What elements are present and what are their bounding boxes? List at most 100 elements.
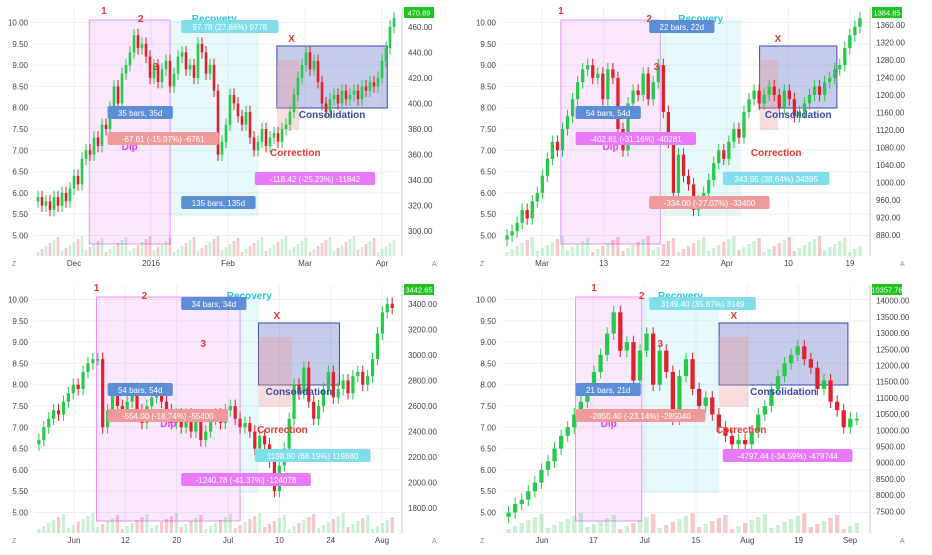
volume-bar xyxy=(287,529,291,533)
measure-box xyxy=(254,172,376,185)
candle-body xyxy=(843,48,847,66)
volume-bar xyxy=(707,251,711,256)
right-tick-label: 880.00 xyxy=(876,231,901,240)
volume-bar xyxy=(260,237,264,256)
auto-scale-icon[interactable]: A xyxy=(900,261,905,268)
candle-body xyxy=(637,350,643,381)
measure-box xyxy=(254,449,371,462)
zoom-icon[interactable]: Z xyxy=(480,261,485,268)
measure-box xyxy=(107,409,228,422)
candle-body xyxy=(782,90,786,108)
candle-body xyxy=(244,111,248,125)
candle-body xyxy=(848,35,852,49)
correction-label: Correction xyxy=(270,148,321,159)
volume-bar xyxy=(575,244,580,256)
volume-bar xyxy=(76,239,80,256)
candle-body xyxy=(48,201,52,210)
candle-body xyxy=(228,94,232,125)
candle-body xyxy=(515,222,519,232)
candle-body xyxy=(272,133,276,138)
volume-bar xyxy=(380,249,384,256)
candle-body xyxy=(710,397,715,415)
volume-bar xyxy=(248,519,252,533)
volume-bar xyxy=(264,251,268,256)
volume-bar xyxy=(690,513,695,533)
volume-bar xyxy=(631,245,635,256)
volume-bar xyxy=(36,252,40,256)
volume-bar xyxy=(591,252,595,256)
recovery-region xyxy=(240,297,259,493)
right-tick-label: 10500.00 xyxy=(876,410,910,419)
volume-bar xyxy=(565,519,570,533)
candle-body xyxy=(787,90,791,100)
measure-box xyxy=(722,172,830,185)
left-tick-label: 7.00 xyxy=(480,423,496,432)
auto-scale-icon[interactable]: A xyxy=(432,261,437,268)
candle-body xyxy=(196,43,200,78)
candle-body xyxy=(71,384,75,394)
volume-bar xyxy=(268,248,272,256)
volume-bar xyxy=(696,240,701,256)
recovery-label: Recovery xyxy=(678,14,723,25)
candle-body xyxy=(384,48,388,61)
left-tick-label: 8.00 xyxy=(480,104,496,113)
candle-body xyxy=(292,384,296,419)
volume-bar xyxy=(651,250,655,256)
right-tick-label: 1280.00 xyxy=(876,56,905,65)
volume-bar xyxy=(115,515,120,533)
volume-bar xyxy=(44,246,48,256)
volume-bar xyxy=(841,529,846,533)
volume-bar xyxy=(769,528,774,533)
candle-body xyxy=(611,312,616,334)
volume-bar xyxy=(525,240,529,256)
volume-bar xyxy=(209,526,213,533)
candle-body xyxy=(307,367,311,402)
right-tick-label: 920.00 xyxy=(876,214,901,223)
volume-bar xyxy=(66,528,70,533)
right-tick-label: 10000.00 xyxy=(876,426,910,435)
volume-bar xyxy=(189,521,193,533)
volume-bar xyxy=(125,526,129,533)
candle-body xyxy=(76,384,80,389)
candle-body xyxy=(762,94,766,104)
right-tick-label: 300.00 xyxy=(408,227,433,236)
volume-bar xyxy=(252,243,256,256)
candle-body xyxy=(260,129,264,142)
candle-body xyxy=(559,435,564,449)
right-tick-label: 1200.00 xyxy=(876,91,905,100)
wave-label: 1 xyxy=(94,283,100,294)
zoom-icon[interactable]: Z xyxy=(12,261,17,268)
x-tick-label: 19 xyxy=(846,259,855,268)
candle-body xyxy=(572,414,577,428)
volume-bar xyxy=(204,245,208,256)
zoom-icon[interactable]: Z xyxy=(12,538,17,545)
auto-scale-icon[interactable]: A xyxy=(900,538,905,545)
candle-body xyxy=(328,99,332,112)
candle-body xyxy=(276,133,280,142)
candle-body xyxy=(92,137,96,155)
volume-bar xyxy=(752,241,756,256)
candle-body xyxy=(140,43,144,49)
candle-body xyxy=(297,384,301,394)
volume-bar xyxy=(292,526,296,533)
candle-body xyxy=(208,65,212,74)
auto-scale-icon[interactable]: A xyxy=(432,538,437,545)
candle-body xyxy=(356,90,360,100)
recovery-label: Recovery xyxy=(192,14,237,25)
volume-bar xyxy=(88,247,92,256)
volume-bar xyxy=(530,237,534,256)
candle-body xyxy=(308,52,312,70)
x-tick-label: Sep xyxy=(843,536,858,545)
candle-body xyxy=(61,401,66,415)
candle-body xyxy=(243,423,247,428)
candle-body xyxy=(47,418,51,428)
candle-body xyxy=(848,418,853,428)
wave-label: X xyxy=(274,311,281,322)
candle-body xyxy=(636,90,640,95)
zoom-icon[interactable]: Z xyxy=(480,538,485,545)
measure-label: 21 bars, 21d xyxy=(586,386,630,395)
candle-body xyxy=(150,397,154,406)
left-tick-label: 10.00 xyxy=(8,296,29,305)
left-tick-label: 7.00 xyxy=(12,423,28,432)
correction-label: Correction xyxy=(751,148,802,159)
